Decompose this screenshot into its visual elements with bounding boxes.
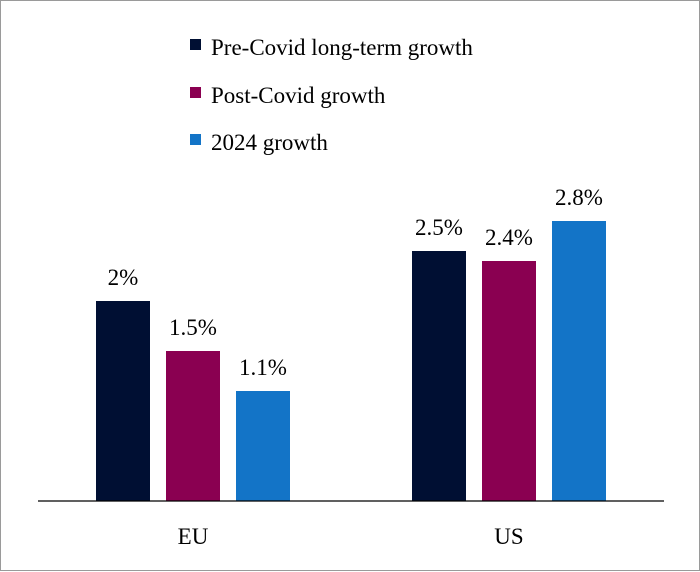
- legend-label-2: Post-Covid growth: [211, 83, 386, 108]
- data-label-group: 2% 2.5% 1.5% 2.4% 1.1% 2.8%: [108, 185, 603, 380]
- bar-us-series-1: [412, 251, 466, 501]
- data-label-us-series-2: 2.4%: [485, 225, 533, 250]
- legend-swatch-1: [190, 39, 201, 50]
- legend-swatch-2: [190, 87, 201, 98]
- data-label-eu-series-1: 2%: [108, 265, 139, 290]
- bar-eu-series-3: [236, 391, 290, 501]
- legend-label-1: Pre-Covid long-term growth: [211, 35, 473, 60]
- bar-group: [96, 221, 606, 501]
- bar-us-series-3: [552, 221, 606, 501]
- chart-legend: Pre-Covid long-term growth Post-Covid gro…: [190, 35, 473, 155]
- legend-label-3: 2024 growth: [211, 130, 328, 155]
- legend-swatch-3: [190, 134, 201, 145]
- data-label-us-series-3: 2.8%: [555, 185, 603, 210]
- data-label-eu-series-3: 1.1%: [239, 355, 287, 380]
- bar-eu-series-2: [166, 351, 220, 501]
- data-label-us-series-1: 2.5%: [415, 215, 463, 240]
- bar-us-series-2: [482, 261, 536, 501]
- bar-eu-series-1: [96, 301, 150, 501]
- x-tick-label-us: US: [494, 524, 523, 549]
- x-tick-label-eu: EU: [178, 524, 209, 549]
- data-label-eu-series-2: 1.5%: [169, 315, 217, 340]
- x-tick-label-group: EU US: [178, 524, 524, 549]
